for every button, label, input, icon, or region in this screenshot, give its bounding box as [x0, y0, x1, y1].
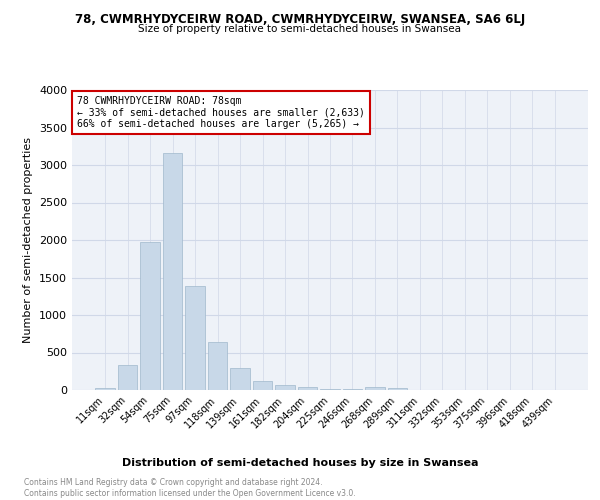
Text: 78 CWMRHYDYCEIRW ROAD: 78sqm
← 33% of semi-detached houses are smaller (2,633)
6: 78 CWMRHYDYCEIRW ROAD: 78sqm ← 33% of se… — [77, 96, 365, 129]
Bar — [163, 153, 182, 390]
Bar — [298, 388, 317, 390]
Text: Distribution of semi-detached houses by size in Swansea: Distribution of semi-detached houses by … — [122, 458, 478, 468]
Bar — [185, 286, 205, 390]
Bar — [320, 389, 340, 390]
Bar — [95, 388, 115, 390]
Bar — [388, 388, 407, 390]
Text: Contains HM Land Registry data © Crown copyright and database right 2024.
Contai: Contains HM Land Registry data © Crown c… — [24, 478, 356, 498]
Bar — [208, 342, 227, 390]
Y-axis label: Number of semi-detached properties: Number of semi-detached properties — [23, 137, 34, 343]
Bar — [275, 385, 295, 390]
Bar — [365, 388, 385, 390]
Bar — [140, 242, 160, 390]
Text: 78, CWMRHYDYCEIRW ROAD, CWMRHYDYCEIRW, SWANSEA, SA6 6LJ: 78, CWMRHYDYCEIRW ROAD, CWMRHYDYCEIRW, S… — [75, 12, 525, 26]
Bar — [118, 365, 137, 390]
Bar — [230, 368, 250, 390]
Text: Size of property relative to semi-detached houses in Swansea: Size of property relative to semi-detach… — [139, 24, 461, 34]
Bar — [253, 381, 272, 390]
Bar — [343, 389, 362, 390]
